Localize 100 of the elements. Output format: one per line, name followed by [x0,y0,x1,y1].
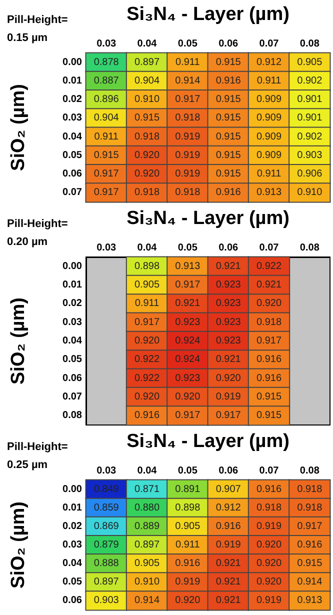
data-label: 0.915 [216,168,242,180]
x-tick-label: 0.08 [300,38,320,50]
data-label: 0.917 [134,316,160,328]
y-axis-title: SiO₂ (µm) [8,502,29,588]
data-label: 0.909 [256,150,282,161]
data-label: 0.913 [175,260,201,272]
data-label: 0.924 [175,354,201,366]
data-label: 0.915 [94,150,120,161]
data-label: 0.920 [175,595,201,606]
data-label: 0.891 [175,484,201,495]
y-tick-label: 0.05 [62,576,82,588]
x-tick-label: 0.07 [259,466,280,476]
y-tick-label: 0.01 [62,75,82,86]
data-label: 0.919 [175,168,201,180]
data-label: 0.921 [216,576,242,588]
x-tick-label: 0.05 [178,38,198,50]
data-label: 0.918 [256,316,282,328]
data-label: 0.859 [94,502,120,514]
data-label: 0.918 [297,484,323,495]
data-label: 0.920 [134,150,160,161]
data-label: 0.916 [175,558,201,570]
data-label: 0.901 [297,94,323,106]
data-label: 0.912 [256,56,282,68]
data-label: 0.917 [256,336,282,346]
y-tick-label: 0.04 [62,131,82,142]
data-label: 0.922 [256,260,282,272]
y-tick-label: 0.07 [62,187,82,198]
data-label: 0.917 [297,520,323,532]
data-label: 0.907 [216,484,242,495]
data-label: 0.920 [256,540,282,550]
y-tick-label: 0.00 [62,484,82,495]
data-label: 0.879 [94,540,120,550]
data-label: 0.915 [216,94,242,106]
x-tick-label: 0.04 [137,242,158,254]
data-label: 0.924 [175,336,201,346]
y-axis-title: SiO₂ (µm) [8,84,29,171]
data-label: 0.904 [134,75,160,86]
data-label: 0.898 [175,502,201,514]
x-tick-label: 0.04 [137,38,158,50]
y-tick-label: 0.00 [62,260,82,272]
data-label: 0.913 [256,187,282,198]
data-label: 0.889 [134,520,160,532]
y-tick-label: 0.06 [62,168,82,180]
data-label: 0.880 [134,502,160,514]
data-label: 0.918 [175,112,201,124]
data-label: 0.915 [216,56,242,68]
data-label: 0.849 [94,484,120,495]
y-tick-label: 0.04 [62,336,82,346]
data-label: 0.914 [134,595,160,606]
data-label: 0.910 [297,187,323,198]
data-label: 0.911 [94,131,119,142]
data-label: 0.916 [216,187,242,198]
x-tick-label: 0.04 [137,466,158,476]
data-label: 0.923 [216,298,242,310]
x-tick-label: 0.08 [300,242,320,254]
data-label: 0.920 [134,168,160,180]
data-label: 0.911 [256,168,282,180]
data-label: 0.918 [134,187,160,198]
y-tick-label: 0.04 [62,558,82,570]
data-label: 0.919 [175,150,201,161]
x-axis-title: Si₃N₄ - Layer (µm) [126,431,290,452]
data-label: 0.911 [176,56,200,68]
data-label: 0.905 [134,280,160,290]
data-label: 0.906 [297,168,323,180]
data-label: 0.910 [134,576,160,588]
x-tick-label: 0.08 [300,466,320,476]
data-label: 0.917 [175,280,201,290]
data-label: 0.915 [216,112,242,124]
data-label: 0.911 [176,540,200,550]
data-label: 0.920 [256,298,282,310]
data-label: 0.909 [256,112,282,124]
data-label: 0.905 [297,56,323,68]
x-tick-label: 0.05 [178,242,198,254]
x-tick-label: 0.07 [259,38,280,50]
y-tick-label: 0.06 [62,595,82,606]
data-label: 0.920 [256,576,282,588]
data-label: 0.921 [256,280,282,290]
data-label: 0.888 [94,558,120,570]
data-label: 0.919 [175,131,201,142]
data-label: 0.903 [297,150,323,161]
y-tick-label: 0.05 [62,354,82,366]
x-tick-label: 0.07 [259,242,280,254]
data-label: 0.915 [256,392,282,402]
data-label: 0.922 [134,372,160,384]
chart-title: Pill-Height= 0.15 µm [7,14,71,44]
data-label: 0.897 [134,56,160,68]
data-label: 0.916 [134,410,160,422]
y-tick-label: 0.03 [62,540,82,550]
x-axis-title: Si₃N₄ - Layer (µm) [126,4,290,25]
chart-title: Pill-Height= 0.20 µm [7,218,71,248]
data-label: 0.918 [175,187,201,198]
data-label: 0.921 [216,558,242,570]
data-label: 0.869 [94,520,120,532]
y-tick-label: 0.01 [62,280,82,290]
data-label: 0.919 [216,392,242,402]
data-label: 0.904 [94,112,120,124]
data-label: 0.920 [256,558,282,570]
y-tick-label: 0.01 [62,502,82,514]
data-label: 0.916 [216,520,242,532]
data-label: 0.901 [297,112,323,124]
